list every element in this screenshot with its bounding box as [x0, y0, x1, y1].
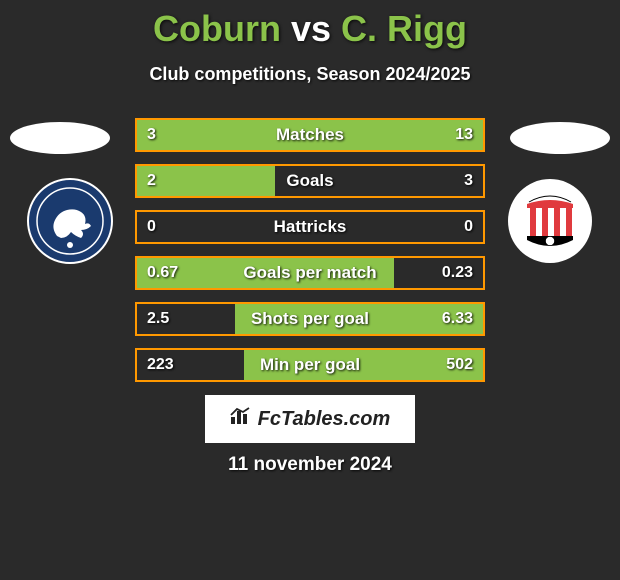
- title-player-left: Coburn: [153, 8, 281, 49]
- stat-bars: 313Matches 23Goals 00Hattricks 0.670.23Goal…: [135, 118, 485, 394]
- branding-text: FcTables.com: [258, 408, 391, 431]
- stat-label: Hattricks: [137, 212, 483, 242]
- chart-icon: [230, 407, 252, 431]
- stat-label: Goals: [137, 166, 483, 196]
- comparison-card: Coburn vs C. Rigg Club competitions, Sea…: [0, 0, 620, 580]
- stat-label: Matches: [137, 120, 483, 150]
- stat-row: 313Matches: [135, 118, 485, 152]
- player-silhouette-left: [5, 118, 115, 158]
- player-silhouette-right: [505, 118, 615, 158]
- stat-row: 223502Min per goal: [135, 348, 485, 382]
- title-player-right: C. Rigg: [341, 8, 467, 49]
- stat-label: Min per goal: [137, 350, 483, 380]
- stat-row: 00Hattricks: [135, 210, 485, 244]
- date-label: 11 november 2024: [0, 454, 620, 476]
- stat-label: Goals per match: [137, 258, 483, 288]
- title-vs: vs: [291, 8, 331, 49]
- subtitle: Club competitions, Season 2024/2025: [0, 64, 620, 85]
- team-badge-right: [507, 178, 593, 264]
- branding-badge: FcTables.com: [205, 395, 415, 443]
- main-area: 313Matches 23Goals 00Hattricks 0.670.23Goal…: [0, 118, 620, 398]
- stat-row: 23Goals: [135, 164, 485, 198]
- page-title: Coburn vs C. Rigg: [0, 0, 620, 50]
- stat-row: 2.56.33Shots per goal: [135, 302, 485, 336]
- stat-label: Shots per goal: [137, 304, 483, 334]
- stat-row: 0.670.23Goals per match: [135, 256, 485, 290]
- team-badge-left: [27, 178, 113, 264]
